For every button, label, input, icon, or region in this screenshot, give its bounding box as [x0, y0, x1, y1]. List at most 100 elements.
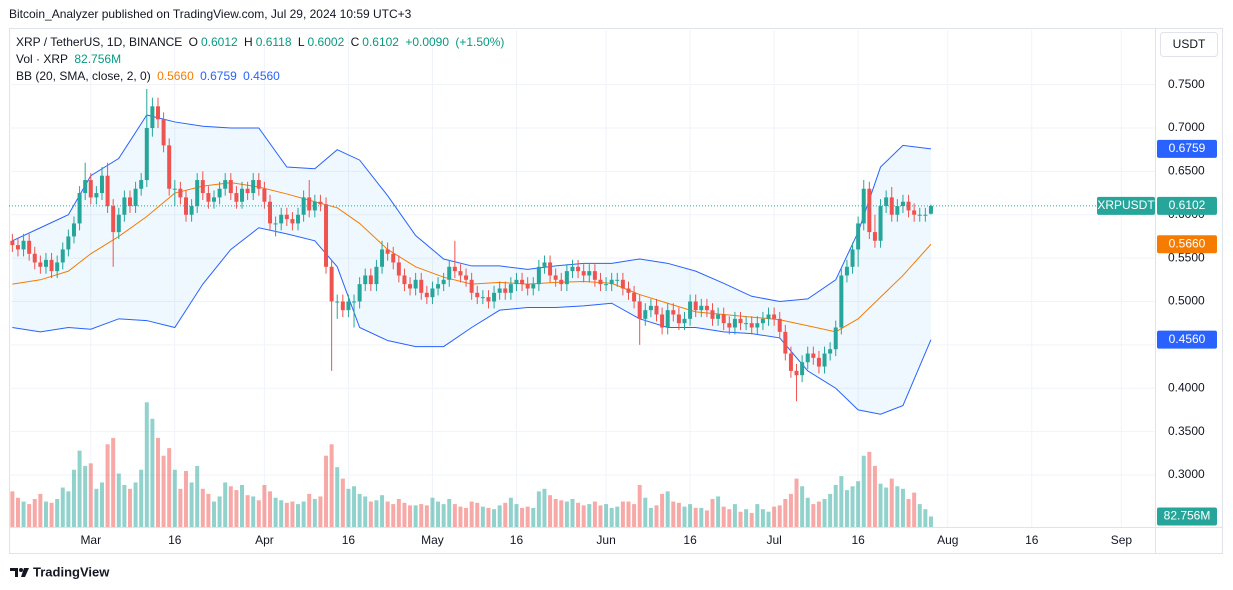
legend-line: XRP / TetherUS, 1D, BINANCE O 0.6012 H 0.6…: [16, 35, 507, 49]
volume-bar: [32, 499, 37, 527]
volume-bar: [155, 437, 160, 527]
volume-bar: [839, 476, 844, 527]
volume-bar: [721, 506, 726, 527]
volume-bar: [548, 495, 553, 527]
volume-bar: [256, 500, 261, 527]
change: +0.0090: [405, 35, 450, 49]
candle-body: [486, 297, 491, 302]
bb-badge-bg: [1157, 330, 1217, 349]
volume-bar: [744, 509, 749, 527]
x-tick-label: Jul: [766, 533, 781, 547]
volume-bar: [531, 507, 536, 527]
candle-body: [430, 288, 435, 298]
volume-bar: [436, 501, 441, 527]
candle-body: [385, 249, 390, 254]
candle-body: [816, 357, 821, 367]
volume-bar: [816, 501, 821, 527]
volume-bar: [486, 507, 491, 527]
candle-body: [268, 201, 273, 224]
candle-body: [766, 314, 771, 319]
candle-body: [492, 292, 497, 302]
volume-bar: [688, 504, 693, 527]
volume-bar: [671, 501, 676, 527]
legend-line: Vol · XRP 82.756M: [16, 52, 124, 66]
volume-bar: [878, 483, 883, 527]
candle-body: [206, 193, 211, 202]
bb-badge: 0.5660: [1169, 236, 1206, 250]
candle-body: [279, 214, 284, 224]
volume-bar: [923, 509, 928, 527]
volume-bar: [234, 490, 239, 527]
volume-bar: [228, 486, 233, 527]
candle-body: [307, 197, 312, 211]
bb-badge: 0.6759: [1169, 141, 1206, 155]
candle-body: [744, 323, 749, 325]
volume-bar: [867, 451, 872, 527]
volume-bar: [279, 500, 284, 527]
candle-body: [553, 275, 558, 280]
candle-body: [878, 206, 883, 241]
volume-bar: [77, 450, 82, 527]
candle-body: [844, 266, 849, 276]
candle-body: [604, 284, 609, 286]
volume-bar: [139, 469, 144, 527]
volume-bar: [301, 501, 306, 527]
candle-body: [273, 223, 278, 225]
volume-bar: [167, 448, 172, 527]
candle-body: [335, 301, 340, 303]
candle-body: [234, 193, 239, 202]
volume-bar: [620, 501, 625, 527]
candle-body: [497, 288, 502, 293]
volume-bar: [66, 491, 71, 527]
bb-badge-bg: [1157, 235, 1217, 254]
candle-body: [654, 305, 659, 315]
currency-button[interactable]: [1160, 32, 1218, 57]
candle-body: [77, 193, 82, 224]
volume-bar: [99, 482, 104, 527]
candle-body: [811, 353, 816, 358]
candle-body: [447, 266, 452, 280]
candle-body: [704, 305, 709, 311]
volume-bar: [906, 499, 911, 527]
ohlc-letter: C: [350, 35, 360, 49]
candle-body: [615, 279, 620, 281]
candle-body: [716, 314, 721, 319]
candle-body: [514, 279, 519, 285]
candle-body: [900, 201, 905, 207]
price-badge-bg: [1157, 196, 1217, 215]
currency-label[interactable]: USDT: [1173, 37, 1206, 51]
candle-body: [290, 219, 295, 224]
candle-body: [183, 197, 188, 215]
volume-bar: [514, 504, 519, 527]
candle-body: [200, 180, 205, 194]
candle-body: [245, 188, 250, 194]
publisher: Bitcoin_Analyzer published on TradingVie…: [9, 7, 412, 21]
volume-bar: [161, 455, 166, 527]
candle-body: [783, 331, 788, 354]
candle-body: [872, 232, 877, 241]
candle-body: [391, 253, 396, 263]
x-tick-label: Sep: [1111, 533, 1133, 547]
symbol: XRP / TetherUS, 1D, BINANCE: [16, 35, 183, 49]
candle-body: [346, 301, 351, 311]
volume-bar: [385, 501, 390, 527]
candle-body: [520, 279, 525, 285]
volume-bar: [900, 488, 905, 527]
volume-bar: [447, 499, 452, 527]
ohlc-value: 0.6102: [362, 35, 399, 49]
volume-bar: [648, 507, 653, 527]
candle-body: [732, 318, 737, 328]
candle-body: [828, 349, 833, 354]
candle-body: [15, 245, 20, 250]
volume-bar: [884, 487, 889, 527]
candle-body: [251, 180, 256, 194]
candle-body: [228, 180, 233, 194]
candle-body: [665, 310, 670, 328]
ohlc-letter: L: [297, 35, 305, 49]
volume-bar: [133, 482, 138, 527]
candle-body: [150, 106, 155, 129]
candle-body: [178, 188, 183, 198]
volume-bar: [60, 487, 65, 527]
candle-body: [408, 284, 413, 289]
volume-bar: [760, 509, 765, 527]
